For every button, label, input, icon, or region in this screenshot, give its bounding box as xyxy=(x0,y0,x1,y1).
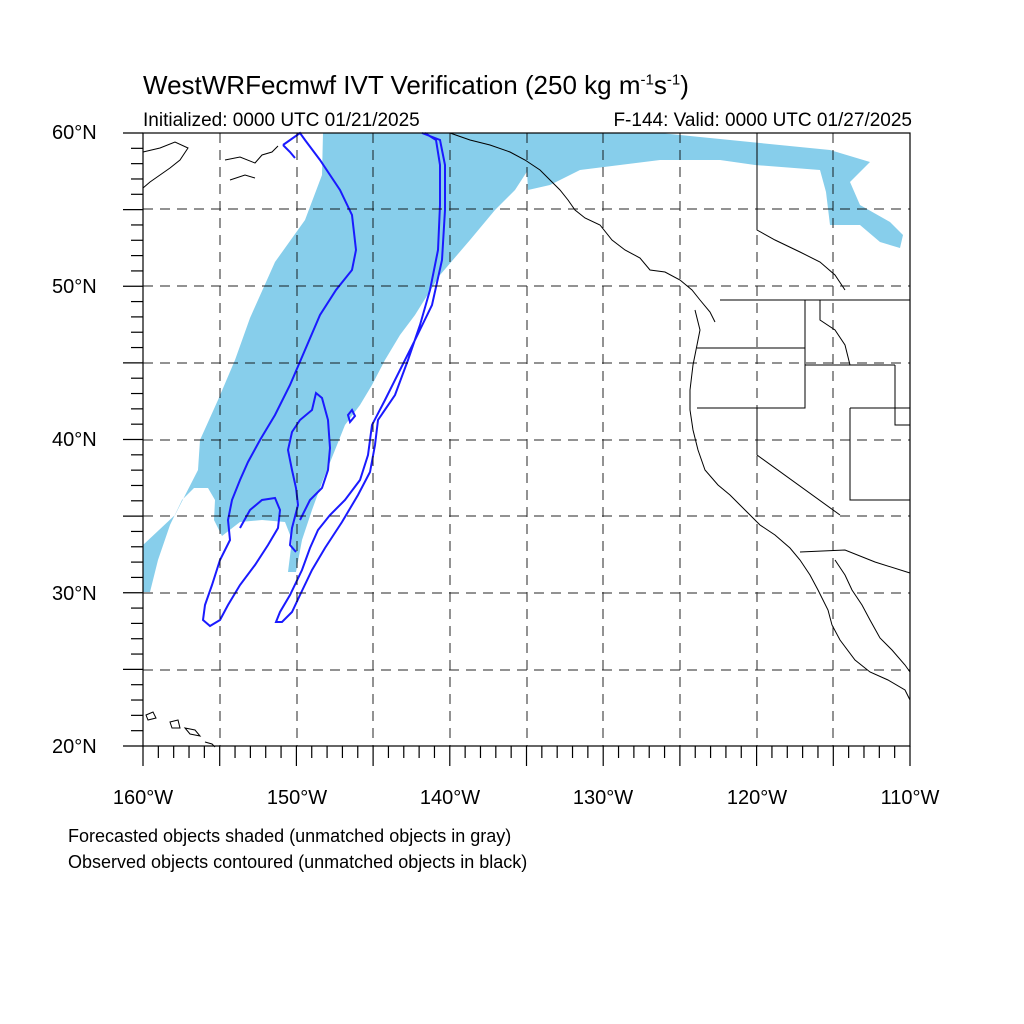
observed-contour-main xyxy=(201,131,358,628)
coastlines xyxy=(142,132,911,748)
lon-label-130w: 130°W xyxy=(572,787,634,809)
footer-forecast-note: Forecasted objects shaded (unmatched obj… xyxy=(68,826,512,846)
lon-label-140w: 140°W xyxy=(419,787,481,809)
lat-label-50n: 50°N xyxy=(52,276,97,298)
lon-label-150w: 150°W xyxy=(266,787,328,809)
lon-label-160w: 160°W xyxy=(112,787,174,809)
lon-label-120w: 120°W xyxy=(726,787,788,809)
footer-observed-note: Observed objects contoured (unmatched ob… xyxy=(68,852,528,872)
lat-label-30n: 30°N xyxy=(52,583,97,605)
valid-label: F-144: Valid: 0000 UTC 01/27/2025 xyxy=(613,110,912,131)
border-states xyxy=(697,300,910,516)
map-frame xyxy=(123,132,911,766)
coastline-west-us xyxy=(689,309,911,701)
coastline-alaska xyxy=(142,141,279,189)
border-us-mexico xyxy=(799,549,911,574)
coastline-alaska-panhandle xyxy=(449,132,716,323)
map-title: WestWRFecmwf IVT Verification (250 kg m-… xyxy=(143,70,689,100)
lat-label-60n: 60°N xyxy=(52,122,97,144)
coastline-baja xyxy=(834,559,911,673)
forecast-shaded-tail xyxy=(525,133,903,248)
grid-lines xyxy=(143,133,910,746)
lat-label-20n: 20°N xyxy=(52,736,97,758)
lon-label-110w: 110°W xyxy=(880,787,940,809)
border-alaska-canada xyxy=(756,133,846,291)
observed-contour-blob xyxy=(346,408,357,425)
observed-contour-east-arm xyxy=(274,132,446,623)
initialized-label: Initialized: 0000 UTC 01/21/2025 xyxy=(143,110,420,131)
axis-ticks xyxy=(123,132,911,766)
lat-label-40n: 40°N xyxy=(52,429,97,451)
coastline-hawaii xyxy=(145,711,216,748)
